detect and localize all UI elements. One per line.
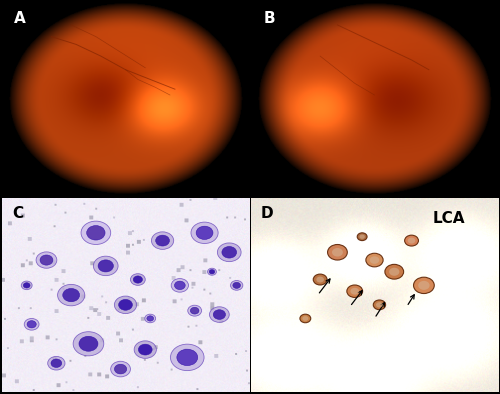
Circle shape [73,332,104,356]
Circle shape [114,364,126,374]
Circle shape [210,307,230,322]
Circle shape [370,256,379,264]
Text: D: D [261,206,274,221]
Circle shape [313,274,327,285]
Circle shape [316,277,324,282]
Circle shape [58,284,84,306]
Circle shape [222,247,236,258]
Circle shape [328,245,347,260]
Circle shape [408,238,416,243]
Circle shape [171,279,188,292]
Circle shape [145,314,156,323]
Text: B: B [264,11,275,26]
Circle shape [376,302,383,307]
Circle shape [360,234,365,239]
Circle shape [110,361,130,377]
Circle shape [81,221,110,245]
Circle shape [357,233,367,241]
Circle shape [347,285,362,297]
Circle shape [170,344,204,371]
Circle shape [404,235,418,246]
Circle shape [36,252,57,268]
Circle shape [40,255,53,265]
Circle shape [62,288,80,302]
Circle shape [414,277,434,294]
Circle shape [48,357,65,370]
Circle shape [208,268,216,275]
Circle shape [418,281,430,290]
Circle shape [389,268,400,276]
Circle shape [94,256,118,276]
Circle shape [24,283,30,288]
Circle shape [22,281,32,290]
Circle shape [134,341,156,359]
Text: C: C [12,206,23,221]
Circle shape [156,235,170,246]
Circle shape [332,248,343,256]
Circle shape [130,274,146,285]
Circle shape [79,336,98,351]
Circle shape [230,281,243,290]
Circle shape [374,300,386,310]
Circle shape [118,299,132,310]
Circle shape [385,264,404,279]
Circle shape [233,282,240,288]
Circle shape [134,276,142,283]
Circle shape [147,316,154,321]
Text: A: A [14,11,26,26]
Circle shape [218,243,241,262]
Circle shape [138,344,152,355]
Circle shape [302,316,308,321]
Circle shape [300,314,311,323]
Circle shape [86,226,105,240]
Circle shape [24,318,39,330]
Circle shape [27,321,36,328]
Circle shape [350,288,359,295]
Circle shape [366,253,383,267]
Circle shape [51,359,62,368]
Circle shape [177,349,198,366]
Circle shape [190,307,199,314]
Circle shape [152,232,174,249]
Circle shape [196,226,213,240]
Circle shape [114,296,136,314]
Text: LCA: LCA [432,212,465,227]
Circle shape [213,310,226,320]
Circle shape [188,305,202,316]
Circle shape [174,281,185,290]
Circle shape [98,260,114,272]
Circle shape [191,222,218,243]
Circle shape [209,269,214,274]
